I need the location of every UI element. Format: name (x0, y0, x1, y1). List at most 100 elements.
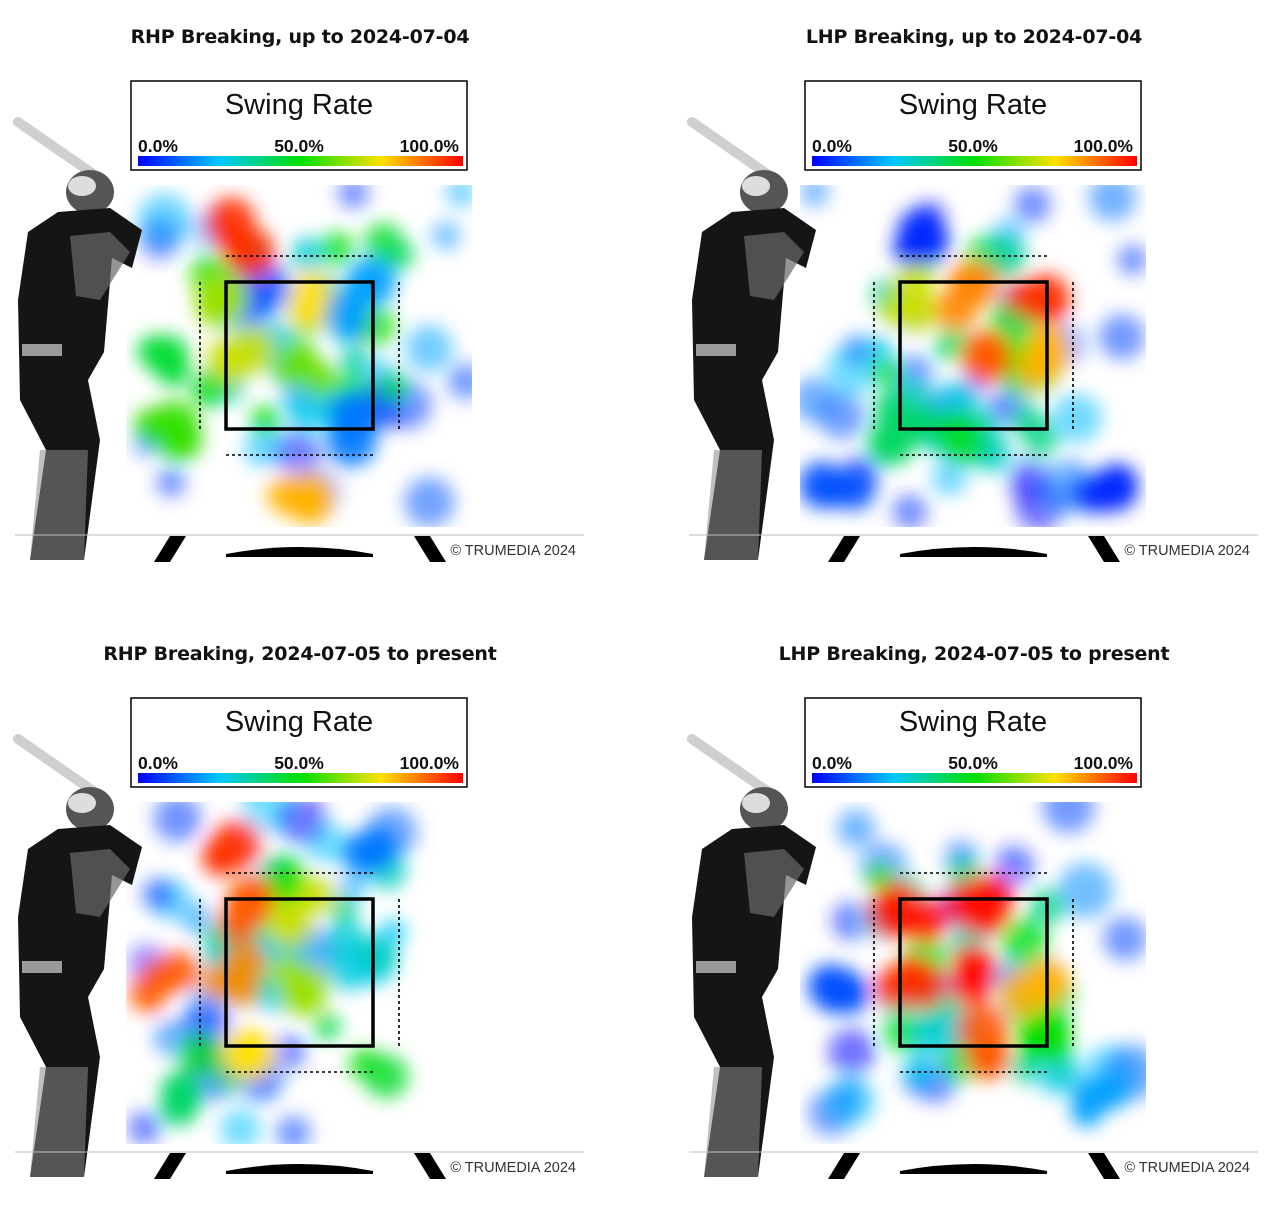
heat-blob-cool (842, 333, 875, 367)
heat-spot (1070, 1095, 1103, 1128)
legend-box (130, 80, 468, 171)
heat-spot (161, 1071, 200, 1111)
legend-tick-label: 50.0% (274, 753, 324, 773)
heat-spot (227, 1034, 263, 1070)
colorbar (812, 156, 1137, 166)
heat-spot (281, 338, 317, 375)
batter-arm-shade (70, 232, 130, 300)
heat-blob-mid (937, 380, 976, 419)
heat-blob-cool (1042, 802, 1095, 833)
heat-blob-cool (404, 477, 455, 527)
bat-icon (687, 117, 775, 181)
heat-spot (832, 467, 876, 511)
chart-title: LHP Breaking, 2024-07-05 to present (778, 643, 1170, 665)
helmet-highlight (68, 176, 96, 196)
heat-spot (934, 287, 978, 331)
legend-tick-label: 0.0% (138, 753, 178, 773)
heat-blob-cool (447, 363, 472, 400)
legend-title: Swing Rate (899, 706, 1047, 738)
heat-spot (953, 944, 990, 982)
heat-blob-cool (1052, 393, 1102, 443)
heat-spot (874, 390, 912, 428)
heat-blob-cool (180, 902, 213, 935)
heat-blob-mid (290, 237, 325, 272)
heat-blob-cool (273, 428, 322, 477)
legend-tick-label: 50.0% (948, 753, 998, 773)
heat-blob-mid (313, 1012, 342, 1041)
chart-title: LHP Breaking, up to 2024-07-04 (805, 26, 1143, 48)
heat-blob-mid (378, 372, 408, 403)
heat-blob-mid (383, 239, 415, 271)
heat-blob-cool (831, 901, 871, 941)
batter-silhouette (687, 117, 816, 560)
heat-blob-mid (178, 1032, 223, 1077)
helmet-highlight (742, 793, 770, 813)
heat-blob-cool (1099, 314, 1145, 360)
heat-blob-mid (933, 410, 980, 456)
heat-blob-cool (275, 1115, 311, 1144)
heatmap-plot: © TRUMEDIA 2024 Swing Rate 0.0% 50.0% 100.0% (687, 80, 1258, 562)
bat-icon (13, 734, 101, 798)
heat-blob-cool (338, 185, 369, 209)
batters-box-right (1088, 536, 1120, 562)
heat-blob-cool (153, 802, 202, 843)
heat-blob-cool (220, 1108, 261, 1144)
legend: Swing Rate 0.0% 50.0% 100.0% (130, 80, 468, 171)
heat-blob-mid (364, 1054, 409, 1099)
heat-blob-mid (909, 1015, 950, 1056)
heat-blob-mid (904, 1054, 935, 1086)
heat-spot (283, 473, 335, 525)
heat-blob-mid (934, 326, 971, 362)
heatmap-plot: © TRUMEDIA 2024 Swing Rate 0.0% 50.0% 100.0% (13, 697, 584, 1179)
heat-blob-cool (446, 185, 472, 208)
home-plate (226, 1164, 373, 1174)
heat-field (133, 185, 472, 527)
heat-blob-cool (277, 802, 328, 845)
heat-spot (967, 1038, 1009, 1080)
heat-blob-cool (270, 1034, 306, 1070)
strike-zone (898, 897, 1049, 1048)
legend-tick-label: 100.0% (400, 753, 460, 773)
legend-tick-label: 50.0% (274, 136, 324, 156)
batters-box-left (154, 1153, 186, 1179)
heat-spot (194, 278, 244, 329)
legend-tick-label: 0.0% (812, 136, 852, 156)
heat-blob-mid (266, 321, 295, 350)
bat-icon (13, 117, 101, 181)
heat-spot (211, 345, 249, 383)
heat-blob-mid (320, 231, 354, 266)
heat-spot (225, 974, 258, 1007)
heatmap-panel-rhp-late: RHP Breaking, 2024-07-05 to present © TR… (0, 617, 636, 1227)
belt (22, 961, 62, 973)
heat-blob-cool (826, 1077, 876, 1126)
heat-blob-cool (1057, 862, 1114, 919)
heat-spot (297, 876, 335, 914)
heat-blob-mid (1045, 1057, 1076, 1089)
heat-blob-mid (1000, 917, 1049, 966)
belt (696, 344, 736, 356)
batter-silhouette (687, 734, 816, 1177)
heat-spot (338, 400, 373, 436)
bat-icon (687, 734, 775, 798)
batter-arm-shade (744, 232, 804, 300)
watermark: © TRUMEDIA 2024 (1124, 1160, 1250, 1176)
batters-box-right (414, 1153, 446, 1179)
heat-blob-mid (865, 861, 896, 892)
batter-leg-shade (704, 450, 762, 560)
heat-spot (141, 958, 178, 996)
heat-blob-mid (871, 358, 901, 388)
helmet-highlight (742, 176, 770, 196)
heat-spot (342, 832, 383, 873)
heatmap-plot: © TRUMEDIA 2024 Swing Rate 0.0% 50.0% 100.0% (687, 697, 1258, 1179)
heat-blob-cool (892, 494, 928, 527)
heat-blob-cool (1117, 244, 1146, 275)
heat-blob-cool (994, 845, 1035, 886)
chart-title: RHP Breaking, 2024-07-05 to present (103, 643, 497, 665)
heat-spot (897, 208, 945, 256)
colorbar (138, 156, 463, 166)
legend-title: Swing Rate (899, 89, 1047, 121)
watermark: © TRUMEDIA 2024 (1124, 543, 1250, 559)
batter-silhouette (13, 117, 142, 560)
legend-box (130, 697, 468, 788)
legend-tick-label: 100.0% (1074, 753, 1134, 773)
